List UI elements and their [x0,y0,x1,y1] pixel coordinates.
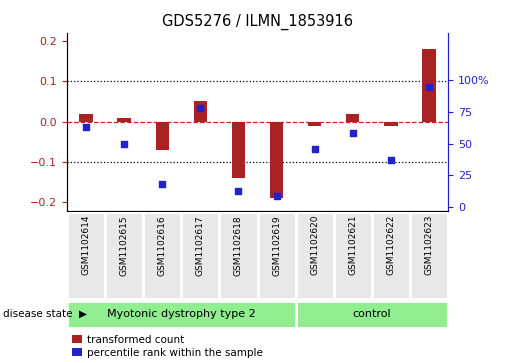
Bar [384,122,398,126]
Text: GSM1102617: GSM1102617 [196,215,205,276]
Text: Myotonic dystrophy type 2: Myotonic dystrophy type 2 [107,309,255,319]
Bar [79,114,93,122]
Bar [181,212,219,299]
Bar [194,101,207,122]
Point [196,105,204,111]
Bar [410,212,448,299]
Bar [372,212,410,299]
Point [272,193,281,199]
Point [349,131,357,136]
Bar [422,49,436,122]
Point [82,124,90,130]
Bar [105,212,143,299]
Bar [346,114,359,122]
Bar [67,212,105,299]
Text: GSM1102623: GSM1102623 [424,215,434,276]
Text: GSM1102622: GSM1102622 [386,215,396,276]
Title: GDS5276 / ILMN_1853916: GDS5276 / ILMN_1853916 [162,14,353,30]
Point [387,157,395,163]
Bar [296,212,334,299]
Text: GSM1102615: GSM1102615 [119,215,129,276]
Bar [219,212,258,299]
Bar [117,118,131,122]
Point [425,83,433,89]
Text: GSM1102616: GSM1102616 [158,215,167,276]
Bar [334,212,372,299]
Text: disease state  ▶: disease state ▶ [3,309,87,319]
Bar [296,301,448,328]
Text: GSM1102621: GSM1102621 [348,215,357,276]
Text: GSM1102614: GSM1102614 [81,215,91,276]
Point [158,182,166,187]
Text: GSM1102619: GSM1102619 [272,215,281,276]
Text: GSM1102618: GSM1102618 [234,215,243,276]
Text: GSM1102620: GSM1102620 [310,215,319,276]
Text: control: control [352,309,391,319]
Legend: transformed count, percentile rank within the sample: transformed count, percentile rank withi… [72,335,263,358]
Bar [67,301,296,328]
Point [234,188,243,193]
Point [311,146,319,152]
Bar [308,122,321,126]
Bar [156,122,169,150]
Bar [258,212,296,299]
Bar [143,212,181,299]
Bar [270,122,283,199]
Point [120,141,128,147]
Bar [232,122,245,178]
